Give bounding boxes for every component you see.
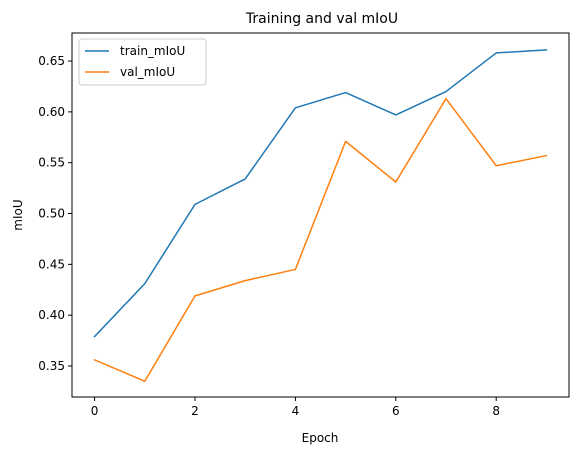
- plot-frame: [71, 32, 570, 398]
- x-tick-label: 4: [292, 404, 300, 418]
- x-tick-label: 8: [492, 404, 500, 418]
- series-line-val_mIoU: [93, 97, 548, 382]
- legend-label-train: train_mIoU: [120, 44, 185, 58]
- legend-box: [78, 38, 207, 86]
- y-tick-label: 0.55: [38, 156, 65, 170]
- chart-title: Training and val mIoU: [245, 11, 398, 27]
- y-axis-label: mIoU: [11, 199, 25, 230]
- x-axis-label: Epoch: [302, 431, 339, 445]
- series-layer: [93, 49, 548, 382]
- y-tick-label: 0.60: [38, 105, 65, 119]
- x-tick-label: 2: [191, 404, 199, 418]
- y-tick-label: 0.65: [38, 54, 65, 68]
- y-axis: 0.35 0.40 0.45 0.50 0.55 0.60 0.65: [38, 54, 72, 373]
- x-axis: 0 2 4 6 8: [91, 397, 500, 418]
- x-tick-label: 6: [392, 404, 400, 418]
- y-tick-label: 0.40: [38, 308, 65, 322]
- y-tick-label: 0.45: [38, 257, 65, 271]
- legend-label-val: val_mIoU: [120, 65, 175, 79]
- y-tick-label: 0.50: [38, 207, 65, 221]
- legend: train_mIoU val_mIoU: [78, 38, 207, 86]
- x-tick-label: 0: [91, 404, 99, 418]
- series-line-train_mIoU: [93, 49, 548, 338]
- y-tick-label: 0.35: [38, 359, 65, 373]
